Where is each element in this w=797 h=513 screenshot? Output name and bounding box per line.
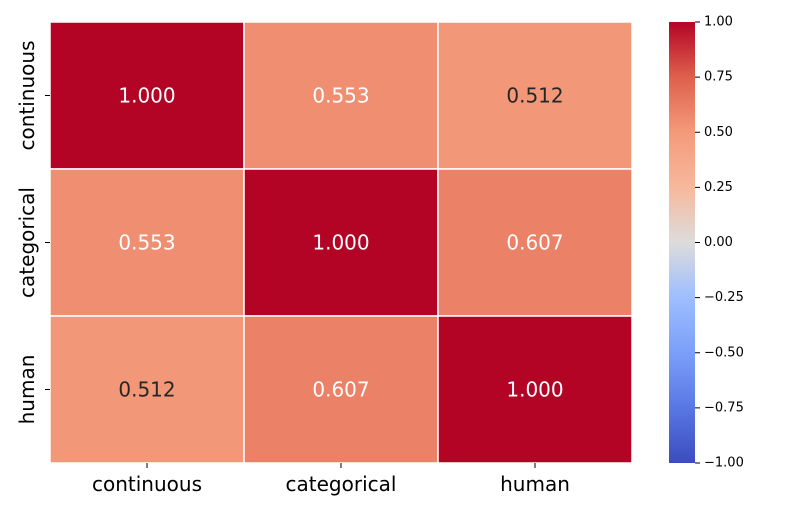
colorbar-gradient — [669, 22, 695, 463]
x-tick-label-human: human — [500, 472, 570, 496]
colorbar-tick-label-8: −1.00 — [704, 456, 744, 471]
cell-value-label-r1-c2: 0.607 — [506, 231, 563, 255]
colorbar: 1.00 0.75 0.50 0.25 0.00 −0.25 −0.50 −0.75 −1.00 — [669, 15, 744, 471]
colorbar-tick-label-2: 0.50 — [704, 125, 733, 140]
cell-value-label-r2-c2: 1.000 — [506, 378, 563, 402]
heatmap-cell-r0-c1 — [243, 21, 439, 170]
colorbar-tick-label-6: −0.50 — [704, 345, 744, 360]
heatmap-cell-r0-c0 — [49, 21, 245, 170]
y-tick-label-human: human — [15, 355, 39, 425]
cell-value-label-r1-c1: 1.000 — [312, 231, 369, 255]
cell-value-label-r1-c0: 0.553 — [118, 231, 175, 255]
y-axis-ticks: continuous categorical human — [15, 41, 50, 425]
cell-value-label-r0-c2: 0.512 — [506, 84, 563, 108]
heatmap-cell-r1-c0 — [49, 168, 245, 317]
y-tick-label-categorical: categorical — [15, 187, 39, 298]
colorbar-tick-label-4: 0.00 — [704, 235, 733, 250]
cell-value-labels: 1.000 0.553 0.512 0.553 1.000 0.607 0.512 0.607… — [118, 84, 563, 402]
colorbar-tick-label-5: −0.25 — [704, 290, 744, 305]
x-axis-ticks: continuous categorical human — [92, 463, 570, 496]
cell-value-label-r0-c1: 0.553 — [312, 84, 369, 108]
heatmap-cells — [49, 21, 633, 464]
y-tick-label-continuous: continuous — [15, 41, 39, 151]
cell-value-label-r2-c0: 0.512 — [118, 378, 175, 402]
heatmap-cell-r1-c1 — [243, 168, 439, 317]
cell-value-label-r0-c0: 1.000 — [118, 84, 175, 108]
colorbar-tick-label-3: 0.25 — [704, 180, 733, 195]
heatmap-cell-r1-c2 — [437, 168, 633, 317]
cell-value-label-r2-c1: 0.607 — [312, 378, 369, 402]
x-tick-label-continuous: continuous — [92, 472, 202, 496]
colorbar-tick-label-1: 0.75 — [704, 70, 733, 85]
heatmap-cell-r0-c2 — [437, 21, 633, 170]
heatmap-cell-r2-c1 — [243, 315, 439, 464]
colorbar-tick-label-0: 1.00 — [704, 15, 733, 30]
x-tick-label-categorical: categorical — [286, 472, 397, 496]
colorbar-tick-label-7: −0.75 — [704, 400, 744, 415]
